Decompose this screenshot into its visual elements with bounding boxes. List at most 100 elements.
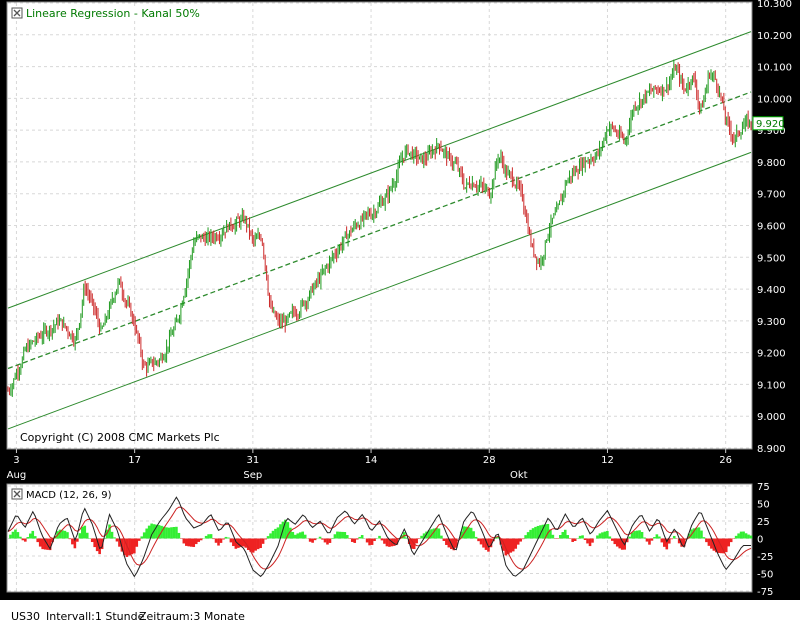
price-gridlines (8, 2, 751, 449)
month-label: Sep (243, 470, 262, 481)
macd-histogram-bar (100, 538, 104, 550)
macd-histogram-bar (28, 533, 32, 539)
macd-histogram-bar (497, 536, 500, 539)
macd-histogram-bar (385, 538, 389, 547)
price-tick-label: 9.000 (757, 412, 786, 423)
macd-histogram-bar (24, 538, 27, 542)
macd-histogram-bar (531, 528, 535, 539)
macd-tick-label: 25 (757, 517, 770, 528)
macd-histogram-bar (251, 538, 255, 553)
macd-histogram-bar (105, 529, 109, 539)
macd-histogram-bar (442, 538, 446, 541)
macd-histogram-bar (380, 538, 384, 541)
macd-histogram-bar (343, 532, 347, 539)
macd-tick-label: 50 (757, 500, 770, 511)
macd-histogram-bar (246, 538, 250, 551)
macd-histogram-bar (108, 524, 111, 539)
macd-line (7, 496, 751, 578)
macd-histogram-bar (603, 531, 607, 539)
macd-histogram-bar (66, 532, 69, 539)
macd-histogram-bar (259, 538, 262, 549)
macd-histogram-bar (308, 538, 312, 542)
macd-histogram-bar (717, 538, 721, 553)
macd-histogram-bar (256, 538, 260, 550)
macd-histogram-bar (749, 535, 753, 539)
macd-histogram-bar (350, 538, 354, 542)
macd-histogram-bar (645, 538, 649, 542)
macd-histogram-bar (650, 538, 654, 541)
macd-histogram-bar (338, 531, 342, 539)
macd-histogram-bar (417, 538, 421, 540)
macd-histogram-bar (274, 528, 277, 539)
macd-histogram-bar (177, 532, 181, 539)
macd-histogram-bar (43, 538, 47, 550)
macd-histogram-bar (598, 533, 602, 539)
macd-histogram-bar (118, 538, 121, 547)
macd-histogram-bar (692, 528, 696, 539)
macd-histogram-bar (427, 530, 431, 539)
macd-histogram-bar (85, 532, 89, 539)
macd-histogram-bar (489, 538, 493, 548)
macd-histogram-bar (373, 538, 376, 542)
macd-histogram-bar (68, 538, 72, 540)
macd-histogram-bar (388, 538, 391, 547)
macd-histogram-bar (145, 528, 148, 539)
current-price-badge: 9.920 (752, 116, 785, 131)
macd-histogram-bar (331, 537, 334, 539)
macd-tick-label: -25 (757, 552, 773, 563)
price-tick-label: 9.700 (757, 190, 786, 201)
close-icon[interactable] (11, 488, 23, 500)
channel-lower-line (7, 151, 752, 430)
macd-histogram-bar (313, 538, 317, 541)
macd-histogram-bar (321, 538, 324, 540)
macd-histogram-bar (31, 530, 35, 539)
macd-histogram-bar (293, 534, 297, 539)
macd-histogram-bar (625, 538, 629, 543)
macd-histogram-bar (682, 538, 686, 547)
macd-histogram-bar (715, 538, 718, 553)
macd-histogram-bar (14, 529, 17, 539)
macd-histogram-bar (511, 538, 515, 552)
macd-histogram-bar (234, 538, 238, 549)
macd-histogram-bar (318, 536, 322, 539)
macd-histogram-bar (586, 538, 589, 544)
macd-histogram-bar (630, 532, 634, 539)
macd-histogram-bar (628, 536, 631, 539)
macd-histogram-bar (658, 536, 661, 539)
macd-histogram-bar (393, 538, 396, 546)
macd-histogram-bar (291, 531, 295, 539)
macd-histogram-bar (254, 538, 257, 551)
macd-histogram-bar (142, 532, 146, 539)
price-tick-label: 9.400 (757, 285, 786, 296)
macd-histogram-bar (360, 535, 364, 539)
macd-histogram-bar (147, 525, 151, 539)
price-tick-label: 9.600 (757, 222, 786, 233)
macd-histogram-bar (227, 537, 230, 539)
date-tick-label: 17 (128, 455, 141, 466)
macd-histogram-bar (368, 538, 371, 546)
close-icon[interactable] (11, 7, 23, 19)
macd-histogram-bar (588, 538, 592, 547)
macd-histogram-bar (504, 538, 508, 556)
macd-histogram-bar (606, 531, 609, 539)
channel-upper-line (7, 31, 752, 309)
macd-histogram-bar (742, 531, 745, 539)
month-label: Okt (510, 470, 528, 481)
macd-histogram-bar (479, 538, 483, 545)
macd-histogram-bar (346, 535, 349, 539)
macd-histogram-bar (133, 538, 136, 554)
price-tick-label: 9.800 (757, 158, 786, 169)
price-tick-label: 9.500 (757, 253, 786, 264)
status-bar: US30 Intervall:1 Stunde Zeitraum:3 Monat… (0, 600, 800, 625)
macd-histogram-bar (358, 536, 361, 539)
macd-histogram-bar (452, 538, 456, 551)
macd-histogram-bar (48, 538, 52, 551)
macd-histogram-bar (487, 538, 490, 552)
macd-histogram-bar (51, 538, 54, 543)
macd-histogram-bar (165, 527, 168, 539)
macd-histogram-bar (655, 534, 659, 539)
macd-title: MACD (12, 26, 9) (26, 490, 112, 501)
macd-histogram-bar (541, 524, 545, 539)
macd-histogram-bar (611, 538, 614, 541)
macd-histogram-bar (33, 536, 37, 539)
